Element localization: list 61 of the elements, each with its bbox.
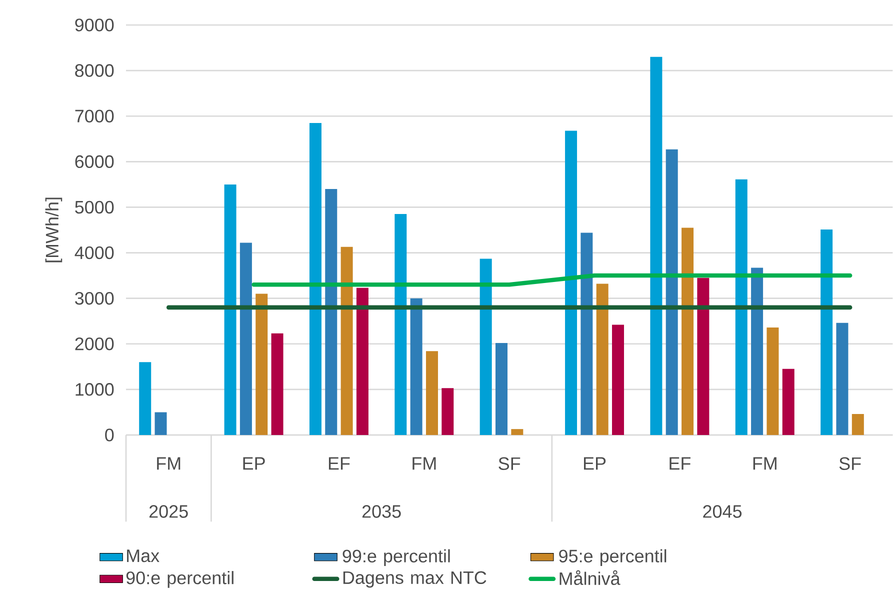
bar [480, 258, 492, 435]
x-tick-label: SF [839, 457, 861, 470]
bar [139, 362, 152, 435]
bar [565, 130, 578, 435]
legend-label: Dagens max NTC [343, 571, 486, 588]
bar [836, 322, 848, 435]
y-tick-label: 6000 [75, 155, 114, 168]
bar [271, 333, 284, 435]
text: 2045 [703, 505, 742, 518]
legend-label: 90:e percentil [126, 571, 234, 588]
x-tick-label: FM [412, 457, 436, 470]
bar [666, 149, 678, 435]
bar [751, 268, 764, 435]
x-tick-label: FM [157, 457, 180, 470]
bar [394, 214, 407, 435]
legend-label: 95:e percentil [559, 549, 666, 566]
bar [356, 288, 368, 435]
bar [650, 56, 662, 435]
bar [240, 242, 252, 435]
bar [154, 412, 167, 435]
bar [782, 368, 794, 435]
bar [596, 284, 608, 435]
y-tick-label: 8000 [75, 64, 114, 77]
x-tick-label: SF [498, 457, 520, 470]
bar [580, 232, 593, 435]
y-tick-label: 0 [105, 428, 114, 442]
bar [256, 294, 268, 435]
bar [820, 230, 833, 435]
bar [309, 122, 322, 435]
bar [697, 278, 710, 435]
bar [511, 429, 524, 435]
bar [766, 327, 779, 435]
bar [224, 184, 236, 435]
y-tick-label: 1000 [76, 383, 114, 396]
y-tick-label: 4000 [74, 246, 114, 260]
text: 2025 [149, 505, 188, 518]
legend-label: Max [127, 550, 160, 562]
legend-label: 99:e percentil [342, 549, 450, 566]
y-tick-label: 9000 [75, 18, 114, 32]
y-tick-label: 3000 [75, 292, 114, 305]
legend-label: Målnivå [560, 570, 620, 585]
bar [410, 298, 422, 435]
x-tick-label: EP [584, 457, 606, 470]
text: 2035 [362, 505, 401, 518]
bar [340, 246, 353, 435]
bar [325, 189, 338, 435]
y-tick-label: 2000 [75, 338, 114, 350]
x-tick-label: EP [243, 457, 265, 470]
y-axis-title: [MWh/h] [45, 198, 62, 262]
bar [442, 388, 454, 435]
y-tick-label: 5000 [75, 200, 114, 214]
x-tick-label: EF [328, 457, 350, 470]
bar [612, 324, 624, 435]
x-tick-label: FM [753, 457, 776, 470]
bar [682, 228, 694, 435]
x-tick-label: EF [670, 457, 690, 470]
bar [495, 342, 508, 435]
bar [426, 351, 438, 435]
bar [735, 179, 748, 435]
y-tick-label: 7000 [75, 110, 114, 122]
bar [852, 414, 864, 435]
